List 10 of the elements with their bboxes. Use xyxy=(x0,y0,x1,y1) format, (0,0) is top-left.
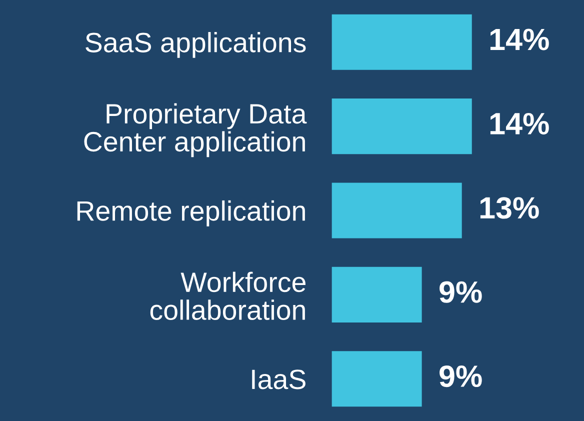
data-label: 9% xyxy=(440,281,482,303)
data-label: 13% xyxy=(480,197,539,219)
y-tick-label: Workforce collaboration xyxy=(150,272,306,320)
y-tick-label: Remote replication xyxy=(77,200,305,226)
data-label: 14% xyxy=(490,28,549,50)
y-tick-label: IaaS xyxy=(252,370,306,390)
y-tick-label: SaaS applications xyxy=(86,32,306,58)
data-label: 9% xyxy=(440,365,482,388)
y-tick-label: Proprietary Data Center application xyxy=(84,103,307,158)
data-label: 14% xyxy=(490,112,549,134)
